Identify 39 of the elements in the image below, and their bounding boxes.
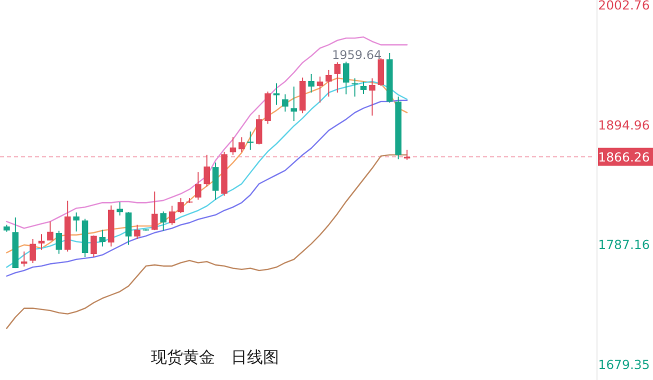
line-series [6, 36, 408, 229]
candlestick [238, 136, 245, 153]
candlestick [134, 224, 140, 240]
candlestick [30, 238, 36, 264]
y-tick-label: 1787.16 [598, 237, 650, 252]
candlestick [282, 94, 288, 112]
candlestick [204, 154, 210, 188]
candlestick [316, 76, 324, 104]
ref-line-label: 1866.26 [598, 149, 650, 164]
candlestick [369, 78, 376, 116]
candlestick [160, 210, 166, 232]
candlestick [73, 212, 80, 232]
annotation: 1959.64 [332, 48, 382, 62]
candlestick [360, 81, 367, 94]
candlestick [195, 172, 202, 200]
candlestick [230, 136, 236, 156]
candlestick [168, 205, 176, 226]
candlestick [212, 162, 219, 200]
y-tick-label: 1894.96 [598, 117, 650, 132]
candlestick [152, 191, 158, 231]
candlestick [326, 69, 332, 98]
candlestick [56, 230, 62, 254]
candlestick [308, 73, 314, 94]
candlestick [290, 86, 298, 122]
y-tick-label: 1679.35 [598, 357, 650, 372]
candlestick [90, 234, 97, 258]
candlestick [178, 198, 184, 214]
candlestick [247, 131, 254, 150]
candlestick [116, 202, 123, 216]
candlestick [342, 61, 350, 95]
line-series [6, 154, 408, 329]
candlestick [352, 78, 358, 98]
candlestick [334, 62, 341, 94]
candlestick [47, 220, 54, 241]
candlestick [38, 234, 45, 250]
candlestick [273, 82, 280, 106]
y-tick-label: 2002.76 [598, 0, 650, 13]
candlestick [99, 229, 106, 247]
text: 现货黄金 日线图 [151, 348, 279, 366]
